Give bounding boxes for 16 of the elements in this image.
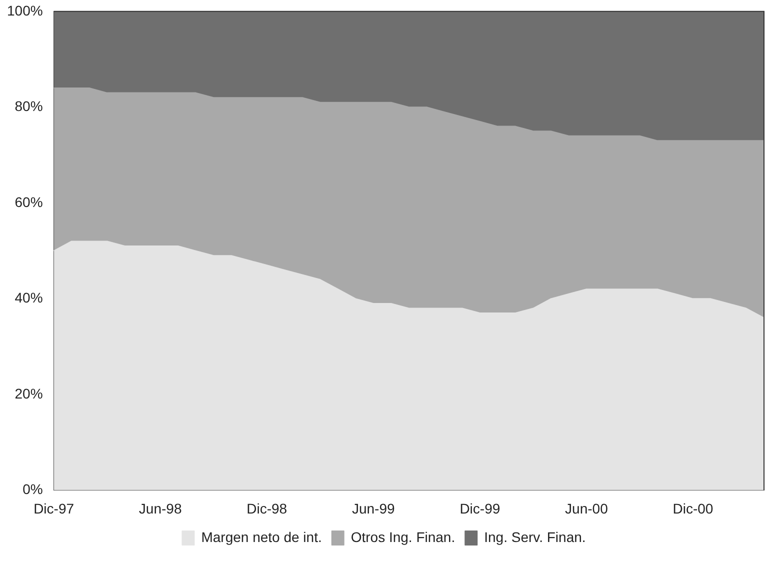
x-tick-label: Jun-98 [138,500,182,516]
x-tick-label: Jun-00 [565,500,608,516]
y-tick-label: 80% [14,98,43,114]
y-tick-label: 0% [22,481,43,498]
y-tick-label: 60% [14,194,43,210]
y-tick-label: 40% [14,290,43,306]
y-tick-label: 100% [6,2,43,18]
x-tick-label: Dic-99 [460,500,500,516]
legend-label: Otros Ing. Finan. [350,528,456,545]
x-tick-label: Dic-98 [246,500,288,516]
y-tick-label: 20% [14,385,43,402]
x-tick-label: Jun-99 [352,500,396,516]
legend-label: Ing. Serv. Finan. [484,528,586,545]
x-tick-label: Dic-97 [34,500,74,516]
x-tick-label: Dic-00 [672,500,714,516]
legend-label: Margen neto de int. [201,528,322,545]
